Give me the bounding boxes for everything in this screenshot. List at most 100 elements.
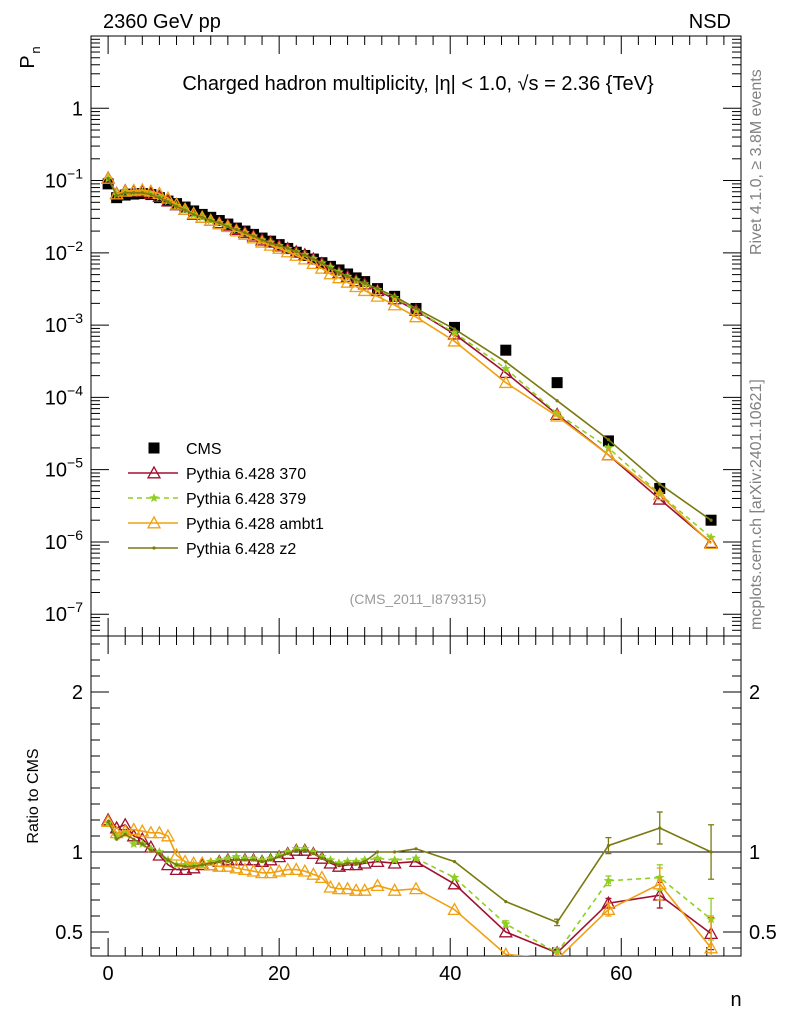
- data-point: [320, 261, 324, 265]
- ratio-series-pythia-6-428-z2: [106, 811, 715, 927]
- ratio-point: [120, 827, 130, 837]
- data-point: [260, 238, 264, 242]
- data-point: [217, 221, 221, 225]
- data-point: [709, 518, 713, 522]
- data-point: [314, 261, 330, 274]
- rivet-version-label: Rivet 4.1.0, ≥ 3.8M events: [748, 69, 765, 255]
- ratio-point: [311, 852, 315, 856]
- data-point: [354, 278, 358, 282]
- data-point: [169, 196, 184, 210]
- series-line: [107, 177, 712, 544]
- mcplots-label: mcplots.cern.ch [arXiv:2401.10621]: [748, 379, 765, 630]
- series-pythia-6-428-z2: [106, 176, 713, 522]
- ratio-point: [709, 850, 713, 854]
- data-point: [123, 191, 127, 195]
- data-point: [603, 442, 614, 452]
- data-point: [234, 227, 238, 232]
- ratio-point: [174, 863, 179, 867]
- ratio-point: [323, 879, 338, 893]
- ratio-point: [370, 854, 385, 868]
- ratio-line: [107, 821, 712, 924]
- data-point: [408, 309, 424, 323]
- ratio-point: [126, 822, 141, 836]
- data-point: [111, 192, 123, 204]
- data-point: [370, 289, 385, 302]
- ratio-point: [231, 851, 242, 861]
- data-point: [555, 399, 559, 403]
- series-line: [107, 178, 712, 545]
- main-series-group: [101, 170, 719, 550]
- ratio-point: [254, 865, 270, 879]
- ratio-y-tick-label-right: 0.5: [749, 922, 777, 944]
- data-point: [449, 327, 460, 337]
- y-tick-label: 10−4: [45, 382, 83, 409]
- ratio-point: [226, 860, 230, 864]
- data-point: [277, 243, 281, 248]
- data-point: [311, 257, 315, 261]
- x-tick-label: 40: [439, 963, 461, 985]
- ratio-y-axis-label: Ratio to CMS: [25, 748, 42, 843]
- data-point: [280, 244, 295, 258]
- legend-label: Pythia 6.428 ambt1: [186, 516, 324, 533]
- legend-marker: [152, 546, 156, 550]
- x-axis-label: n: [730, 989, 741, 1011]
- ratio-point: [177, 862, 193, 876]
- legend-marker: [146, 515, 162, 529]
- legend-item: Pythia 6.428 379: [128, 491, 306, 508]
- ratio-point: [140, 842, 144, 846]
- ratio-point: [209, 861, 213, 865]
- legend: CMS Pythia 6.428 370 Pythia 6.428 379 Pythi…: [128, 441, 324, 558]
- ratio-series-pythia-6-428-370: [101, 812, 719, 956]
- data-point: [500, 344, 512, 356]
- data-point: [504, 360, 508, 364]
- data-point: [498, 375, 513, 389]
- data-point: [345, 274, 350, 279]
- legend-item: Pythia 6.428 370: [128, 465, 306, 483]
- ratio-y-tick-label-right: 2: [749, 682, 760, 704]
- ratio-point: [123, 832, 127, 837]
- ratio-point: [501, 919, 511, 928]
- y-tick-label: 10−3: [45, 310, 83, 337]
- main-axis-ticks: 1 10−1 10−2 10−3 10−4 10−5 10−6 10−7: [45, 35, 741, 637]
- data-point: [363, 281, 367, 285]
- data-point: [286, 246, 290, 250]
- data-point: [703, 536, 719, 550]
- legend-item: CMS: [148, 441, 222, 458]
- data-point: [157, 196, 162, 200]
- ratio-point: [363, 860, 367, 864]
- ratio-point: [132, 837, 136, 841]
- legend-label: Pythia 6.428 370: [186, 466, 306, 483]
- ratio-point: [243, 858, 247, 862]
- ratio-point: [115, 837, 119, 841]
- data-point: [109, 186, 124, 200]
- legend-label: Pythia 6.428 379: [186, 491, 306, 508]
- ratio-point: [447, 902, 462, 916]
- ratio-point: [272, 863, 287, 877]
- ratio-point: [200, 863, 204, 867]
- ratio-point: [246, 863, 261, 877]
- ratio-point: [504, 900, 508, 904]
- ratio-point: [251, 858, 256, 862]
- ratio-point: [135, 823, 150, 837]
- ratio-point: [152, 847, 167, 861]
- data-point: [135, 182, 150, 196]
- ratio-point: [703, 940, 719, 954]
- beam-label: 2360 GeV pp: [103, 11, 221, 33]
- y-tick-label: 1: [72, 98, 83, 120]
- ratio-point: [411, 853, 421, 863]
- data-point: [652, 491, 667, 505]
- svg-text:P: P: [17, 55, 39, 68]
- ratio-point: [129, 839, 139, 848]
- ratio-point: [387, 883, 402, 896]
- ratio-point: [408, 881, 424, 895]
- ratio-point: [294, 848, 298, 853]
- ratio-point: [263, 865, 278, 879]
- ratio-line: [107, 822, 712, 954]
- data-point: [209, 218, 213, 223]
- legend-label: CMS: [186, 441, 222, 458]
- ratio-point: [345, 861, 350, 865]
- data-point: [501, 363, 511, 373]
- ratio-point: [260, 860, 264, 864]
- data-point: [387, 297, 402, 311]
